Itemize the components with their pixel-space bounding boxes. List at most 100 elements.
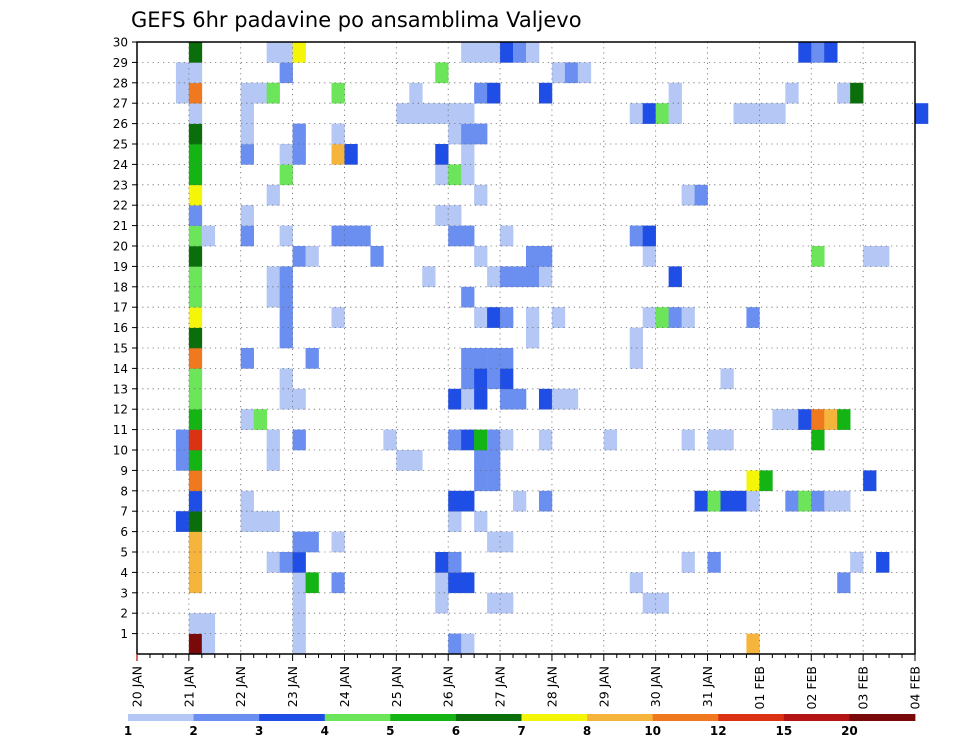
precip-cell <box>331 123 345 145</box>
precip-cell <box>629 225 643 247</box>
precip-cell <box>681 184 695 206</box>
precip-cell <box>694 490 708 512</box>
colorbar-label: 3 <box>255 724 263 738</box>
precip-cell <box>915 103 929 124</box>
precip-cell <box>435 62 449 84</box>
precip-cell <box>655 103 669 124</box>
precip-cell <box>292 552 306 573</box>
precip-cell <box>461 123 475 145</box>
precip-cell <box>188 552 203 573</box>
precip-cell <box>642 246 656 267</box>
precip-cell <box>201 225 216 247</box>
precip-cell <box>240 123 254 145</box>
y-tick-label: 5 <box>120 546 128 560</box>
precip-cell <box>292 572 306 594</box>
precip-cell <box>538 82 553 104</box>
precip-cell <box>564 388 579 410</box>
precip-cell <box>629 327 643 349</box>
precip-cell <box>448 511 462 532</box>
precip-cell <box>487 307 501 328</box>
precip-cell <box>720 368 734 390</box>
precip-cell <box>435 205 449 226</box>
y-tick-label: 14 <box>113 362 128 376</box>
precip-cell <box>461 348 475 369</box>
precip-cell <box>474 82 488 104</box>
precip-cell <box>500 388 514 410</box>
precip-cell <box>876 552 890 573</box>
precip-cell <box>240 205 254 226</box>
y-tick-label: 3 <box>120 586 128 600</box>
precip-cell <box>474 42 488 63</box>
precip-cell <box>526 246 540 267</box>
precip-cell <box>500 531 514 553</box>
precip-cell <box>188 511 203 532</box>
x-tick-label: 21 JAN <box>181 666 196 707</box>
precip-cell <box>629 572 643 594</box>
precip-cell <box>487 42 501 63</box>
x-tick-label: 03 FEB <box>856 666 871 710</box>
y-tick-label: 10 <box>113 444 128 458</box>
colorbar-swatch <box>652 714 719 721</box>
heatmap-cells <box>175 42 929 655</box>
precip-cell <box>513 388 527 410</box>
precip-cell <box>500 368 514 390</box>
precip-cell <box>785 82 799 104</box>
x-tick-label: 29 JAN <box>596 666 611 707</box>
precip-cell <box>461 633 475 655</box>
precip-cell <box>461 286 475 308</box>
precip-cell <box>837 409 851 430</box>
precip-cell <box>448 225 462 247</box>
precip-cell <box>188 62 203 84</box>
precip-cell <box>175 429 190 451</box>
x-tick-label: 30 JAN <box>648 666 663 707</box>
y-tick-label: 7 <box>120 505 128 519</box>
colorbar-label: 1 <box>124 724 132 738</box>
y-tick-label: 17 <box>113 301 128 315</box>
precip-cell <box>279 327 293 349</box>
precip-cell <box>668 266 682 288</box>
precip-cell <box>435 103 449 124</box>
precip-cell <box>188 82 203 104</box>
precip-cell <box>266 450 280 471</box>
precip-cell <box>383 429 397 451</box>
precip-cell <box>668 307 682 328</box>
precip-cell <box>837 490 851 512</box>
precip-cell <box>396 103 410 124</box>
precip-cell <box>759 103 773 124</box>
precip-cell <box>500 42 514 63</box>
precip-cell <box>863 246 877 267</box>
precip-cell <box>681 307 695 328</box>
y-tick-label: 23 <box>113 178 128 192</box>
precip-cell <box>188 368 203 390</box>
precip-cell <box>253 511 267 532</box>
precip-cell <box>279 266 293 288</box>
precip-cell <box>344 225 358 247</box>
precip-cell <box>188 164 203 186</box>
precip-cell <box>538 266 553 288</box>
precip-cell <box>603 429 618 451</box>
precip-cell <box>733 103 747 124</box>
precip-cell <box>474 368 488 390</box>
precip-cell <box>538 429 553 451</box>
precip-cell <box>422 103 436 124</box>
precip-cell <box>513 266 527 288</box>
precip-cell <box>279 225 293 247</box>
x-tick-label: 02 FEB <box>804 666 819 710</box>
precip-cell <box>474 388 488 410</box>
precip-cell <box>720 429 734 451</box>
colorbar-swatch <box>390 714 457 721</box>
grid-lines <box>137 42 915 654</box>
precip-cell <box>461 429 475 451</box>
precip-cell <box>461 164 475 186</box>
precip-cell <box>292 429 306 451</box>
precip-cell <box>655 307 669 328</box>
precip-cell <box>188 225 203 247</box>
colorbar-swatch <box>718 714 785 721</box>
precip-cell <box>642 103 656 124</box>
precip-cell <box>188 246 203 267</box>
precip-cell <box>188 470 203 492</box>
precip-cell <box>448 388 462 410</box>
colorbar-swatch <box>193 714 260 721</box>
precip-cell <box>551 62 566 84</box>
